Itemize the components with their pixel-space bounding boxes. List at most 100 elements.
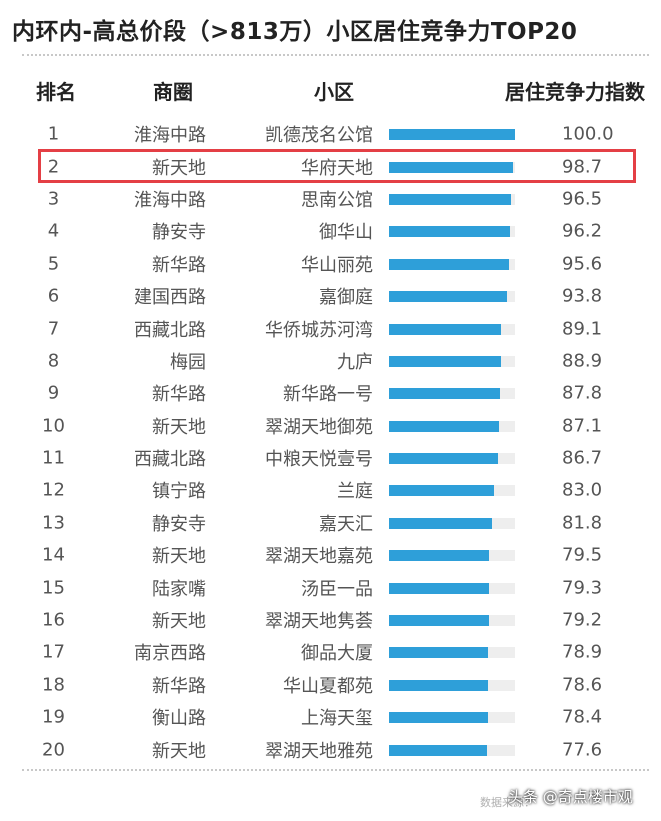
bar-track: [389, 226, 515, 238]
score-bar: [389, 647, 489, 659]
rank-cell: 15: [42, 577, 65, 599]
score-bar: [389, 712, 488, 724]
score-bar: [389, 323, 502, 335]
table-row: 19 衡山路 上海天玺 78.4: [0, 701, 661, 733]
community-cell: 思南公馆: [301, 189, 373, 211]
score-bar: [389, 582, 489, 594]
community-cell: 汤臣一品: [301, 578, 373, 600]
data-source-note: 数据来源：: [480, 796, 535, 809]
district-cell: 新天地: [152, 740, 206, 762]
score-bar: [389, 744, 487, 756]
table-row: 13 静安寺 嘉天汇 81.8: [0, 507, 661, 539]
bar-track: [389, 258, 515, 270]
score-bar: [389, 161, 514, 173]
score-value: 87.1: [562, 415, 603, 437]
bar-track: [389, 744, 515, 756]
rank-cell: 10: [42, 415, 65, 437]
bar-track: [389, 129, 515, 141]
score-value: 88.9: [562, 350, 603, 372]
bar-track: [389, 550, 515, 562]
score-value: 81.8: [562, 512, 603, 534]
table-row: 1 淮海中路 凯德茂名公馆 100.0: [0, 118, 661, 150]
rank-cell: 8: [47, 350, 60, 372]
score-value: 96.2: [562, 220, 603, 242]
district-cell: 静安寺: [152, 222, 206, 244]
table-row: 4 静安寺 御华山 96.2: [0, 215, 661, 247]
district-cell: 建国西路: [134, 287, 206, 309]
score-bar: [389, 291, 508, 303]
community-cell: 嘉天汇: [319, 513, 373, 535]
rank-cell: 12: [42, 479, 65, 501]
bar-track: [389, 291, 515, 303]
table-row: 9 新华路 新华路一号 87.8: [0, 377, 661, 409]
score-bar: [389, 193, 511, 205]
score-bar: [389, 129, 515, 141]
watermark: 头条 @奇点楼市观: [508, 788, 633, 806]
community-cell: 华山夏都苑: [283, 675, 373, 697]
district-cell: 衡山路: [152, 708, 206, 730]
score-value: 78.9: [562, 641, 603, 663]
rank-cell: 13: [42, 512, 65, 534]
score-value: 78.6: [562, 674, 603, 696]
score-bar: [389, 550, 490, 562]
community-cell: 翠湖天地隽荟: [265, 611, 373, 633]
score-bar: [389, 388, 500, 400]
community-cell: 嘉御庭: [319, 287, 373, 309]
header-community: 小区: [314, 80, 354, 104]
score-bar: [389, 420, 499, 432]
rank-cell: 14: [42, 544, 65, 566]
score-bar: [389, 453, 499, 465]
community-cell: 凯德茂名公馆: [265, 125, 373, 147]
community-cell: 华府天地: [301, 157, 373, 179]
score-bar: [389, 615, 489, 627]
rank-cell: 18: [42, 674, 65, 696]
table-row: 3 淮海中路 思南公馆 96.5: [0, 183, 661, 215]
score-value: 87.8: [562, 382, 603, 404]
district-cell: 镇宁路: [152, 481, 206, 503]
district-cell: 新天地: [152, 611, 206, 633]
bar-track: [389, 355, 515, 367]
district-cell: 静安寺: [152, 513, 206, 535]
rank-cell: 6: [47, 285, 60, 307]
rank-cell: 11: [42, 447, 65, 469]
bar-track: [389, 161, 515, 173]
community-cell: 华山丽苑: [301, 254, 373, 276]
bar-track: [389, 323, 515, 335]
bar-track: [389, 712, 515, 724]
score-bar: [389, 355, 501, 367]
bar-track: [389, 517, 515, 529]
district-cell: 陆家嘴: [152, 578, 206, 600]
district-cell: 南京西路: [134, 643, 206, 665]
score-bar: [389, 517, 493, 529]
community-cell: 九庐: [337, 351, 373, 373]
district-cell: 西藏北路: [134, 449, 206, 471]
header-district: 商圈: [153, 80, 193, 104]
top-divider: [22, 54, 649, 56]
rank-cell: 3: [47, 188, 60, 210]
table-row: 16 新天地 翠湖天地隽荟 79.2: [0, 604, 661, 636]
table-row: 2 新天地 华府天地 98.7: [0, 150, 661, 182]
bar-track: [389, 647, 515, 659]
rank-cell: 5: [47, 253, 60, 275]
community-cell: 新华路一号: [283, 384, 373, 406]
score-value: 89.1: [562, 318, 603, 340]
bar-track: [389, 679, 515, 691]
header-score: 居住竞争力指数: [505, 80, 645, 104]
score-value: 93.8: [562, 285, 603, 307]
community-cell: 翠湖天地雅苑: [265, 740, 373, 762]
district-cell: 新华路: [152, 384, 206, 406]
bottom-divider: [22, 769, 649, 771]
community-cell: 御华山: [319, 222, 373, 244]
score-value: 79.3: [562, 577, 603, 599]
rank-cell: 4: [47, 220, 60, 242]
district-cell: 新天地: [152, 157, 206, 179]
bar-track: [389, 485, 515, 497]
table-row: 7 西藏北路 华侨城苏河湾 89.1: [0, 312, 661, 344]
score-value: 100.0: [562, 123, 614, 145]
score-bar: [389, 226, 511, 238]
table-row: 6 建国西路 嘉御庭 93.8: [0, 280, 661, 312]
bar-track: [389, 420, 515, 432]
score-bar: [389, 679, 489, 691]
district-cell: 淮海中路: [134, 125, 206, 147]
rank-cell: 9: [47, 382, 60, 404]
